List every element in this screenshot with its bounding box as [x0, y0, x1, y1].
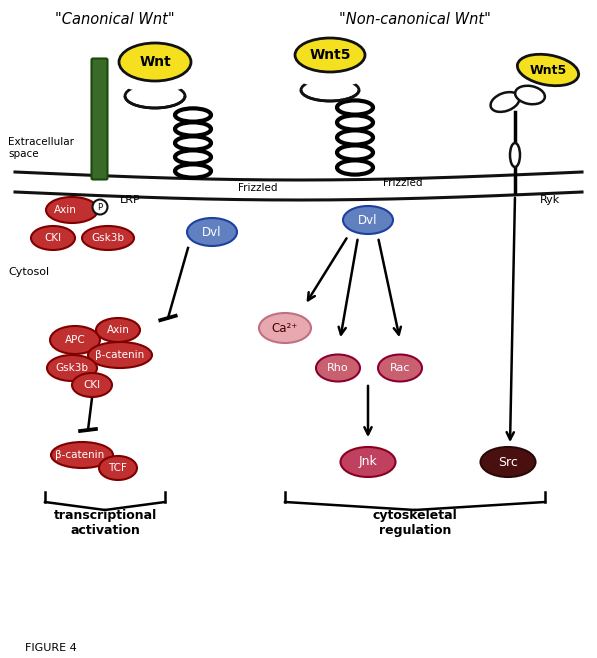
Ellipse shape: [50, 326, 100, 354]
Ellipse shape: [82, 226, 134, 250]
Ellipse shape: [337, 101, 373, 114]
Ellipse shape: [300, 73, 360, 87]
Text: Gsk3b: Gsk3b: [91, 233, 125, 243]
Text: Wnt5: Wnt5: [309, 48, 351, 62]
FancyBboxPatch shape: [91, 59, 107, 180]
Ellipse shape: [175, 150, 211, 164]
Text: Rho: Rho: [327, 363, 349, 373]
Text: Cytosol: Cytosol: [8, 267, 49, 277]
Ellipse shape: [93, 199, 107, 215]
Ellipse shape: [47, 355, 97, 381]
Ellipse shape: [88, 342, 152, 368]
Text: CKI: CKI: [84, 380, 100, 390]
Ellipse shape: [343, 206, 393, 234]
Ellipse shape: [125, 84, 185, 108]
Text: Wnt5: Wnt5: [530, 64, 567, 76]
Text: Ca²⁺: Ca²⁺: [272, 322, 298, 334]
Text: Wnt: Wnt: [139, 55, 171, 69]
Ellipse shape: [316, 355, 360, 382]
Text: β-catenin: β-catenin: [96, 350, 144, 360]
Ellipse shape: [119, 43, 191, 81]
Text: Src: Src: [498, 455, 518, 468]
Text: "Non-canonical Wnt": "Non-canonical Wnt": [339, 13, 491, 28]
Text: cytoskeletal
regulation: cytoskeletal regulation: [373, 509, 457, 537]
Ellipse shape: [72, 373, 112, 397]
Ellipse shape: [518, 54, 578, 86]
Ellipse shape: [510, 143, 520, 167]
Ellipse shape: [99, 456, 137, 480]
Ellipse shape: [259, 313, 311, 343]
Ellipse shape: [175, 164, 211, 178]
Ellipse shape: [124, 78, 186, 92]
Text: Frizzled: Frizzled: [383, 178, 423, 188]
Text: Axin: Axin: [106, 325, 130, 335]
Ellipse shape: [96, 318, 140, 342]
Text: FIGURE 4: FIGURE 4: [25, 643, 77, 653]
Text: Ryk: Ryk: [540, 195, 560, 205]
Ellipse shape: [187, 218, 237, 246]
Ellipse shape: [295, 38, 365, 72]
Text: Extracellular
space: Extracellular space: [8, 138, 74, 159]
Ellipse shape: [337, 161, 373, 174]
Text: β-catenin: β-catenin: [56, 450, 104, 460]
Ellipse shape: [175, 122, 211, 136]
Ellipse shape: [31, 226, 75, 250]
Text: Gsk3b: Gsk3b: [56, 363, 88, 373]
Text: LRP: LRP: [120, 195, 141, 205]
Text: APC: APC: [64, 335, 85, 345]
Text: Frizzled: Frizzled: [238, 183, 278, 193]
Ellipse shape: [515, 86, 545, 104]
Ellipse shape: [337, 115, 373, 130]
Ellipse shape: [337, 145, 373, 160]
Text: Jnk: Jnk: [359, 455, 377, 468]
Ellipse shape: [175, 136, 211, 149]
Ellipse shape: [340, 447, 395, 477]
Text: Dvl: Dvl: [358, 213, 378, 226]
Ellipse shape: [46, 197, 98, 223]
Ellipse shape: [491, 92, 519, 112]
Ellipse shape: [378, 355, 422, 382]
Text: CKI: CKI: [44, 233, 61, 243]
Text: "Canonical Wnt": "Canonical Wnt": [55, 13, 175, 28]
Text: P: P: [97, 203, 103, 211]
Text: Rac: Rac: [390, 363, 410, 373]
Ellipse shape: [301, 79, 359, 101]
Text: TCF: TCF: [109, 463, 127, 473]
Ellipse shape: [337, 130, 373, 145]
Text: Dvl: Dvl: [202, 226, 221, 238]
Text: Axin: Axin: [54, 205, 76, 215]
Ellipse shape: [481, 447, 536, 477]
Ellipse shape: [175, 109, 211, 122]
Ellipse shape: [51, 442, 113, 468]
Text: transcriptional
activation: transcriptional activation: [53, 509, 156, 537]
